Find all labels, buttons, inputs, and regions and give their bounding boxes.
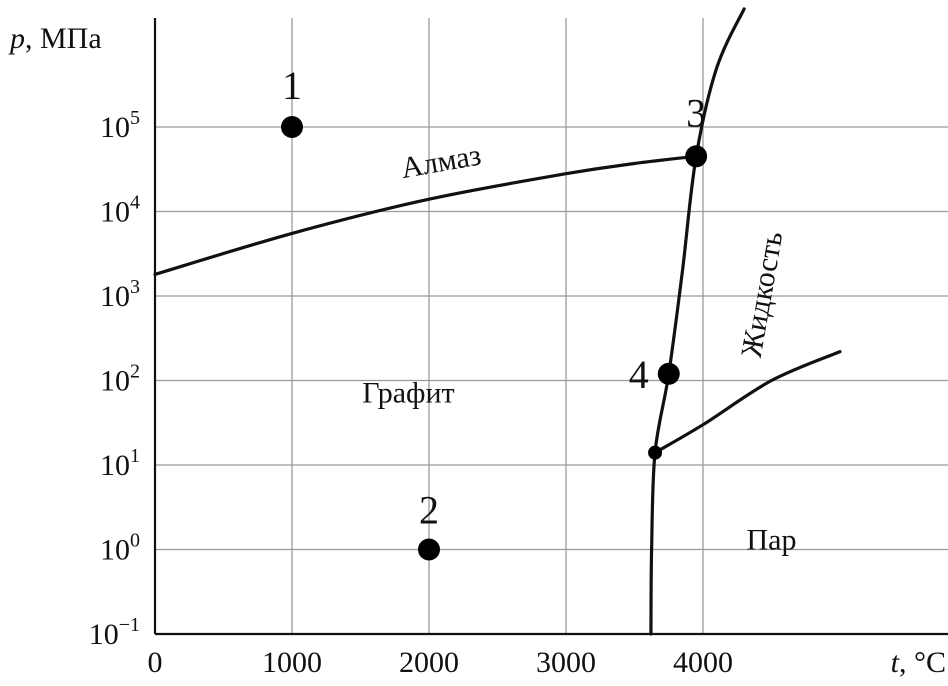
diamond-graphite-boundary-curve <box>153 154 698 276</box>
y-tick-exponent: 0 <box>130 530 140 552</box>
y-tick-base: 10 <box>100 280 130 313</box>
point-label: 4 <box>629 352 649 397</box>
y-tick-exponent: 5 <box>130 107 140 129</box>
y-tick-exponent: 2 <box>130 361 140 383</box>
y-tick-base: 10 <box>100 449 130 482</box>
region-label-vapor: Пар <box>747 524 797 557</box>
point-label: 3 <box>686 90 706 135</box>
y-tick-label: 105 <box>100 107 140 144</box>
x-tick-label: 2000 <box>399 646 459 679</box>
y-axis-symbol: p <box>8 22 25 55</box>
x-tick-label: 3000 <box>536 646 596 679</box>
point-label: 1 <box>282 63 302 108</box>
region-label-liquid: Жидкость <box>735 229 790 360</box>
y-tick-base: 10 <box>100 111 130 144</box>
y-tick-base: 10 <box>100 196 130 229</box>
y-tick-base: 10 <box>100 365 130 398</box>
x-tick-label: 0 <box>148 646 163 679</box>
y-tick-base: 10 <box>89 618 119 651</box>
y-tick-exponent: 1 <box>130 445 140 467</box>
y-tick-label: 10−1 <box>89 614 140 651</box>
region-label-diamond: Алмаз <box>399 139 484 185</box>
data-point <box>648 445 663 460</box>
data-point <box>685 145 708 168</box>
y-tick-label: 100 <box>100 530 140 567</box>
x-tick-label: 1000 <box>262 646 322 679</box>
point-label: 2 <box>419 488 439 533</box>
y-axis-unit: , МПа <box>25 22 102 55</box>
x-axis-title: t, °C <box>891 646 946 679</box>
data-point <box>281 116 303 138</box>
y-tick-exponent: −1 <box>119 614 140 636</box>
y-axis-title: p, МПа <box>8 22 102 55</box>
x-axis-symbol: t <box>891 646 900 679</box>
sublimation-curve <box>653 350 842 455</box>
melting-curve <box>649 7 746 636</box>
region-label-graphite: Графит <box>362 376 454 409</box>
data-point <box>418 538 440 561</box>
y-tick-label: 102 <box>100 361 140 398</box>
data-point <box>657 362 680 385</box>
y-tick-exponent: 3 <box>130 276 140 298</box>
y-tick-base: 10 <box>100 534 130 567</box>
x-tick-label: 4000 <box>673 646 733 679</box>
y-tick-label: 101 <box>100 445 140 482</box>
y-tick-label: 104 <box>100 192 140 229</box>
y-tick-exponent: 4 <box>130 192 140 214</box>
y-tick-label: 103 <box>100 276 140 313</box>
x-axis-unit: , °C <box>899 646 946 679</box>
